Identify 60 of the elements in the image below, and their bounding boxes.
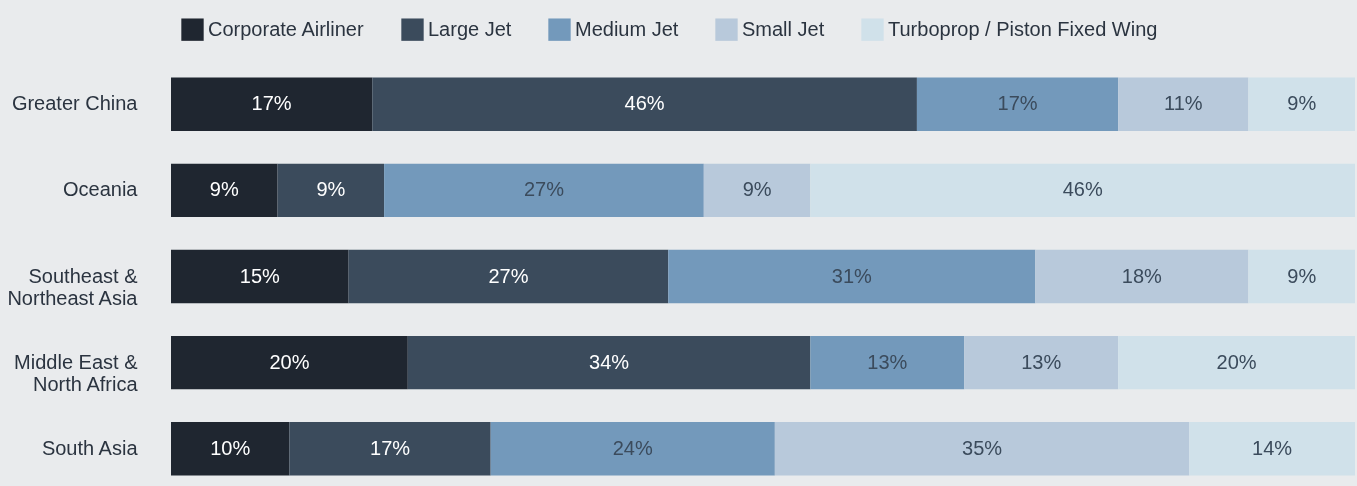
data-label: 27% [523,178,565,201]
bar [407,335,811,390]
legend-label: Turboprop / Piston Fixed Wing [888,17,1158,40]
bar [703,163,811,218]
data-label: 31% [831,264,873,287]
data-label: 24% [612,436,653,459]
bar [171,77,373,131]
data-label: 17% [251,92,292,115]
bar [916,77,1119,131]
y-tick-label: Southeast & Northeast Asia [7,264,139,309]
data-label: 10% [210,436,251,459]
bar [171,335,408,390]
bar [171,422,290,476]
bar [372,77,917,131]
bar [171,163,278,218]
data-label: 11% [1164,92,1203,115]
data-label: 17% [370,436,411,459]
data-label: 9% [209,178,239,201]
bar [810,163,1355,218]
bar [1248,77,1355,131]
bar [289,422,491,476]
bar [1118,77,1249,131]
data-label: 34% [589,350,630,373]
data-label: 20% [1216,350,1257,373]
bar [810,335,965,390]
y-tick-label: Middle East & North Africa [14,350,139,395]
legend-label: Small Jet [742,17,825,40]
y-tick-label: South Asia [41,436,139,459]
data-label: 9% [1287,92,1317,115]
data-label: 9% [1287,264,1317,287]
legend-label: Large Jet [428,17,512,40]
legend-label: Corporate Airliner [208,17,364,40]
bar [1248,249,1355,304]
bar [1189,422,1355,476]
data-label: 9% [742,178,772,201]
bar [348,249,669,304]
bar [277,163,385,218]
data-label: 35% [962,436,1003,459]
bar [384,163,704,218]
data-label: 9% [316,178,346,201]
y-tick-label: Oceania [63,178,139,201]
bar [171,249,349,304]
data-label: 15% [239,264,281,287]
legend-label: Medium Jet [575,17,679,40]
data-label: 17% [997,92,1038,115]
y-tick-label: Greater China [11,92,139,115]
data-label: 18% [1121,264,1163,287]
data-label: 13% [867,350,908,373]
data-label: 13% [1021,350,1062,373]
bar [490,422,775,476]
bar [964,335,1119,390]
data-label: 46% [1062,178,1103,201]
bar [1118,335,1355,390]
bar [774,422,1190,476]
data-label: 20% [269,350,310,373]
bar [668,249,1036,304]
data-label: 14% [1252,436,1293,459]
bar [1035,249,1249,304]
data-label: 46% [624,92,665,115]
data-label: 27% [488,264,529,287]
